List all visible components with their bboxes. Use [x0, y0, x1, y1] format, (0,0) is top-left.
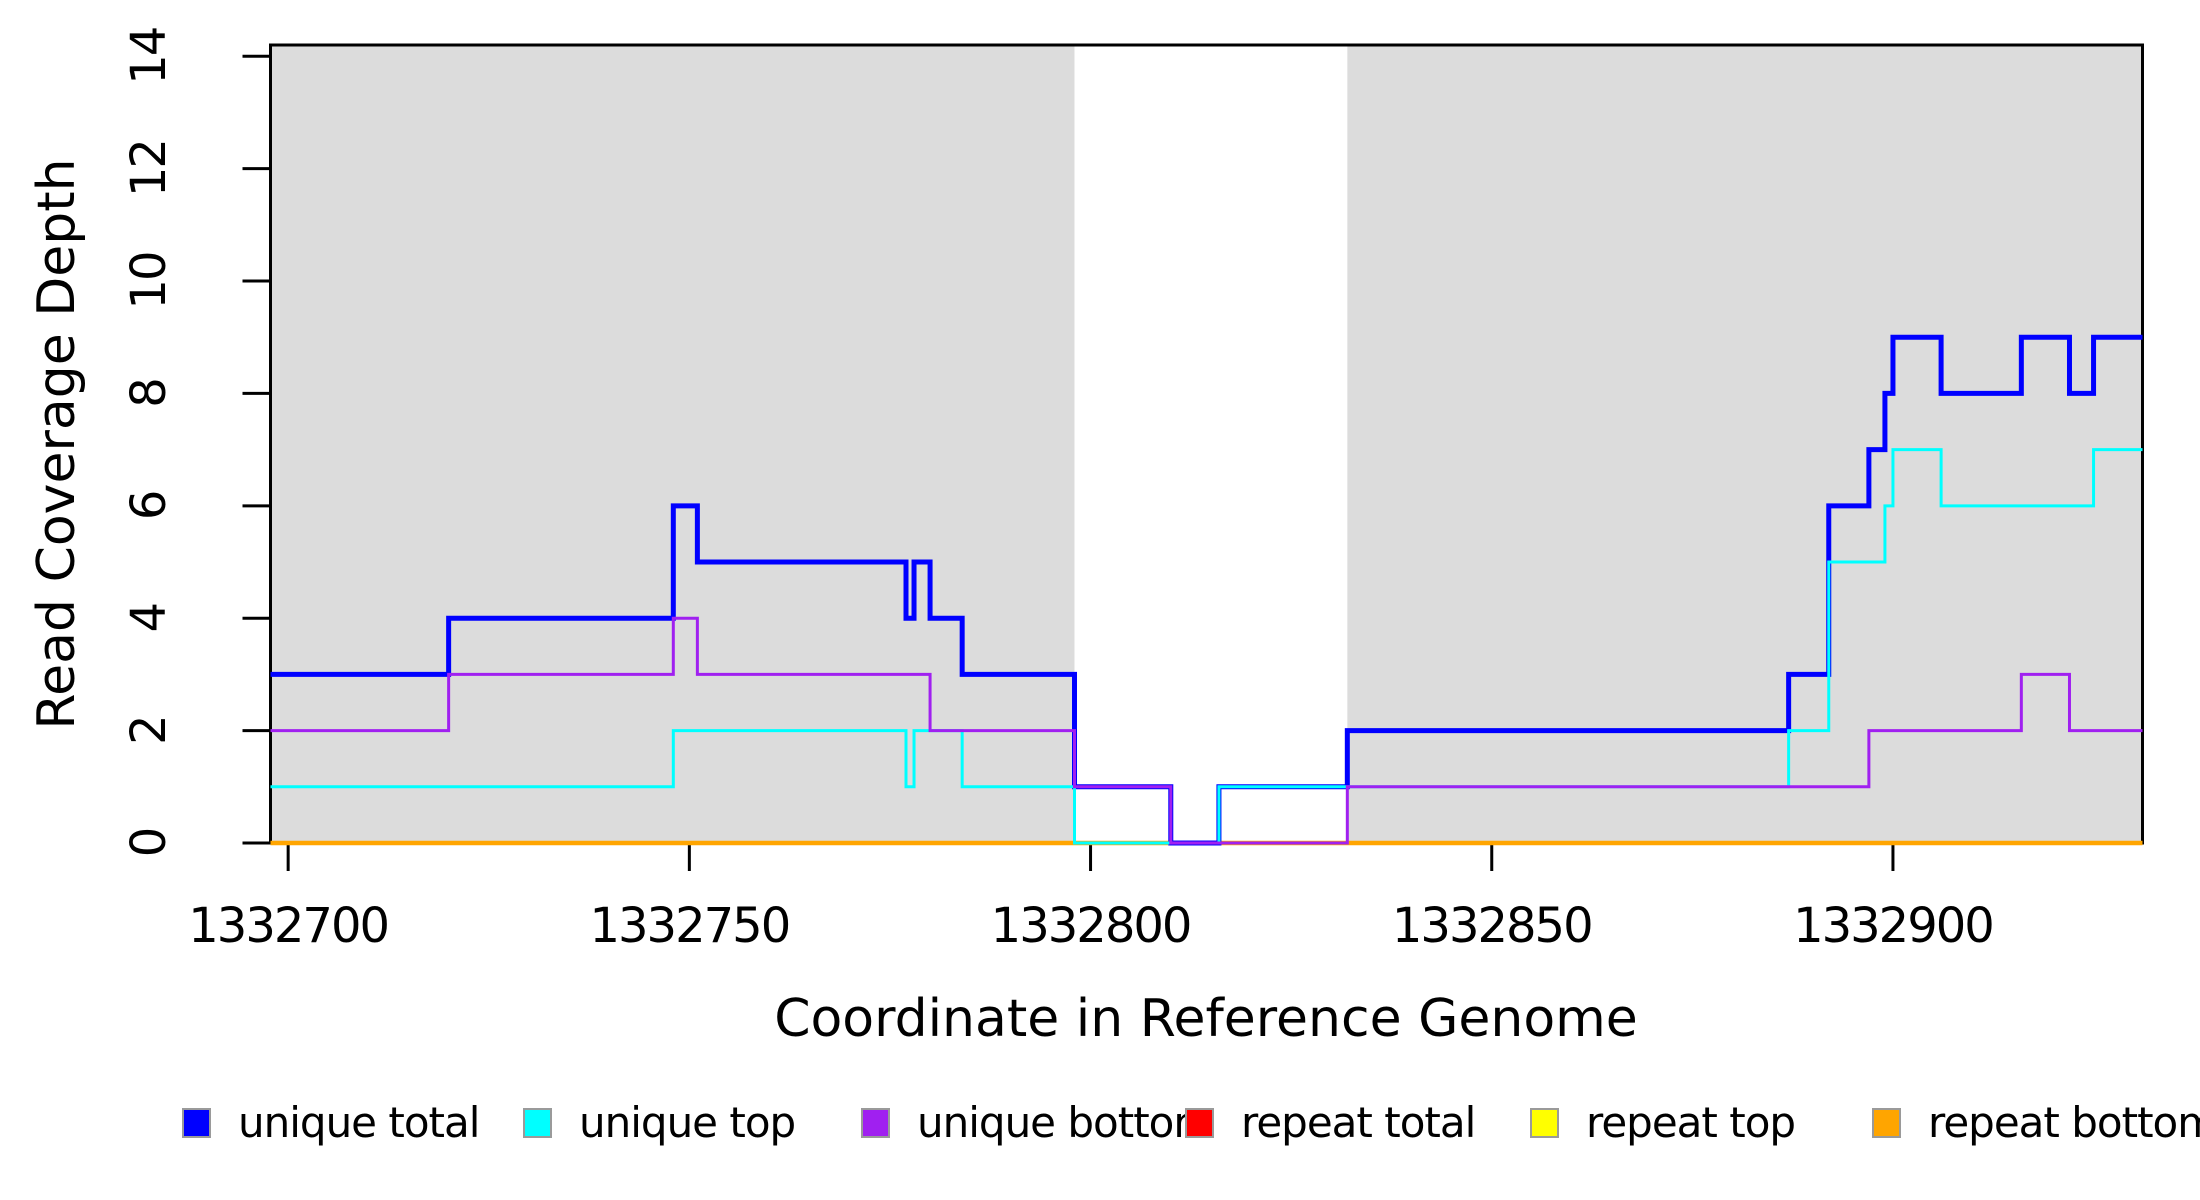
legend-label: unique top	[579, 1098, 796, 1147]
legend-item-repeat-top: repeat top	[1530, 1098, 1796, 1147]
legend-item-unique-top: unique top	[523, 1098, 796, 1147]
y-tick-label: 0	[121, 829, 177, 858]
y-tick-label: 12	[121, 140, 177, 197]
legend-label: repeat bottom	[1928, 1098, 2200, 1147]
legend-item-unique-bottom: unique bottom	[861, 1098, 1214, 1147]
repeat-top-swatch-icon	[1530, 1107, 1559, 1138]
y-tick-label: 6	[121, 492, 177, 521]
x-tick-label: 1332700	[188, 898, 388, 954]
unique-top-swatch-icon	[523, 1107, 552, 1138]
legend-label: repeat top	[1586, 1098, 1796, 1147]
legend-label: repeat total	[1241, 1098, 1476, 1147]
y-tick-label: 14	[121, 28, 177, 85]
y-axis-title: Read Coverage Depth	[27, 158, 87, 729]
repeat-bottom-swatch-icon	[1872, 1107, 1901, 1138]
y-tick-label: 8	[121, 379, 177, 408]
x-tick-label: 1332800	[991, 898, 1191, 954]
legend-item-repeat-total: repeat total	[1185, 1098, 1476, 1147]
series-line-unique-bottom	[270, 616, 2143, 845]
legend-item-unique-total: unique total	[182, 1098, 480, 1147]
legend-label: unique total	[238, 1098, 480, 1147]
x-tick-label: 1332750	[589, 898, 789, 954]
x-tick-label: 1332850	[1392, 898, 1592, 954]
unique-bottom-swatch-icon	[861, 1107, 890, 1138]
repeat-total-swatch-icon	[1185, 1107, 1214, 1138]
y-tick-label: 10	[121, 252, 177, 309]
shaded-region	[270, 45, 1075, 843]
unique-total-swatch-icon	[182, 1107, 211, 1138]
y-tick-label: 4	[121, 604, 177, 633]
shaded-region	[1347, 45, 2143, 843]
y-tick-label: 2	[121, 716, 177, 745]
x-tick-label: 1332900	[1793, 898, 1993, 954]
legend-item-repeat-bottom: repeat bottom	[1872, 1098, 2200, 1147]
x-axis-title: Coordinate in Reference Genome	[774, 989, 1638, 1049]
chart-legend: unique total unique top unique bottom re…	[0, 1098, 2200, 1148]
legend-label: unique bottom	[917, 1098, 1214, 1147]
